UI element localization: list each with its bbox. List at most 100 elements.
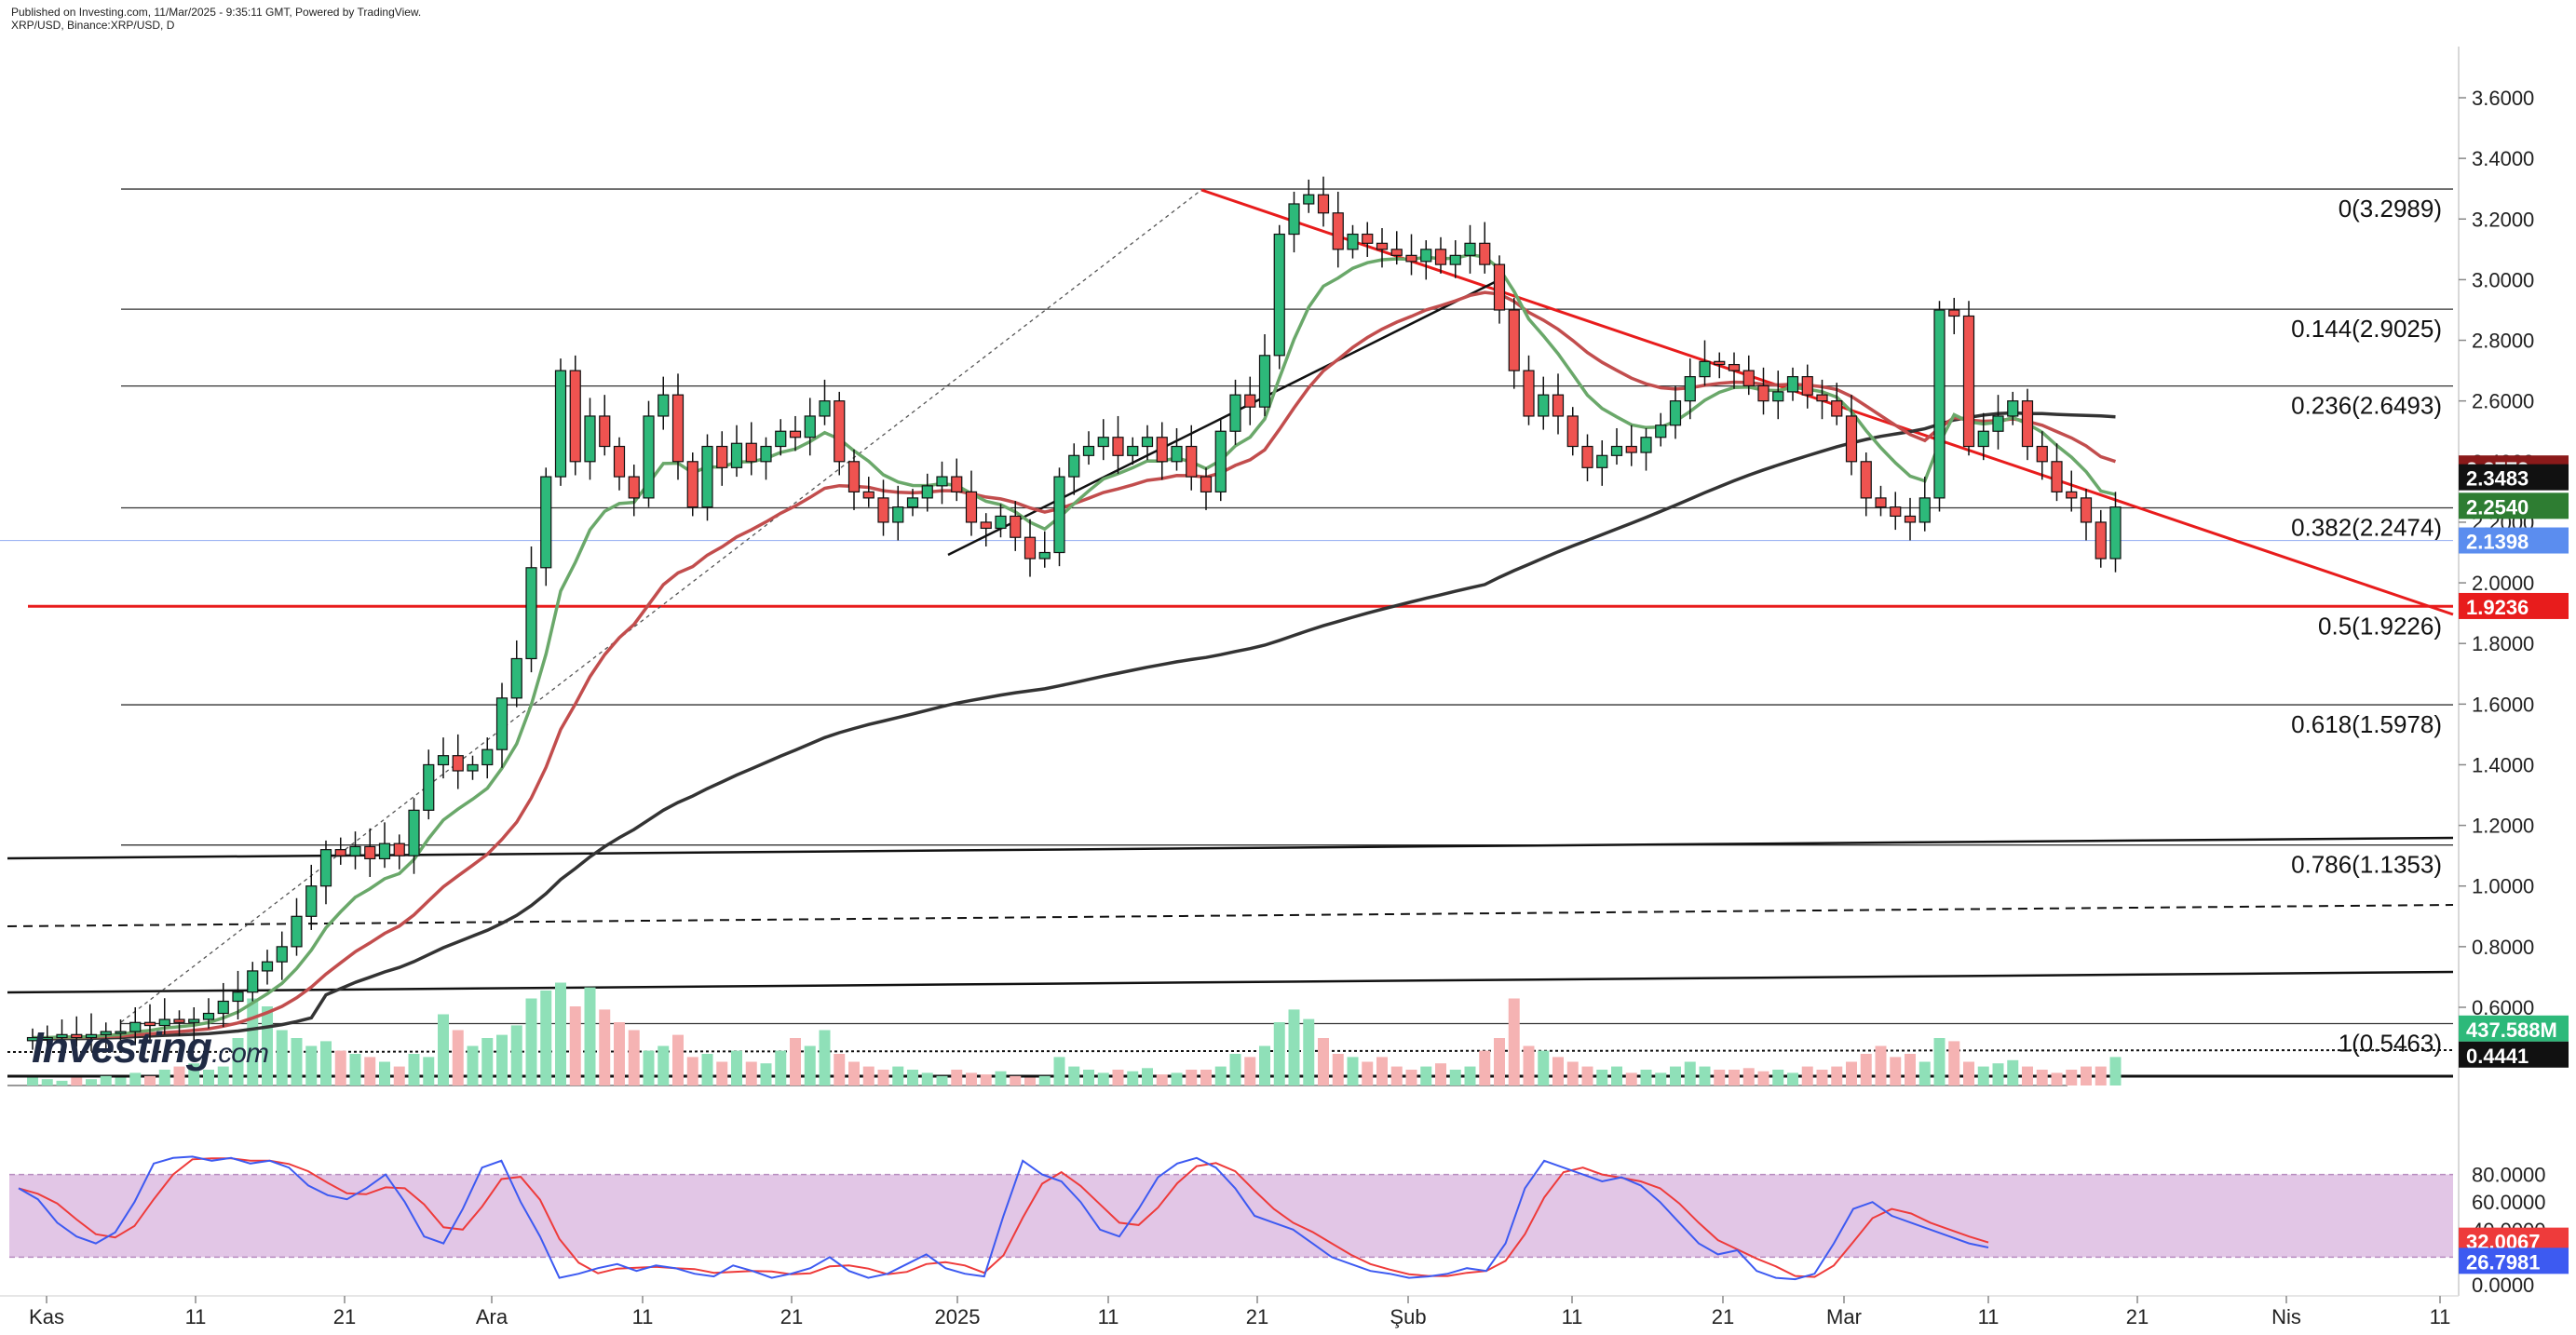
volume-bar [2109,1057,2122,1086]
bull-candle [41,1036,53,1041]
volume-bar [203,1070,214,1086]
volume-bar [1977,1066,1989,1086]
bear-candle [628,476,640,499]
volume-bar [790,1038,801,1086]
bull-candle [510,657,522,699]
volume-bar [1405,1070,1417,1086]
volume-bar [745,1061,757,1086]
volume-bar [1449,1070,1461,1086]
bull-candle [217,1000,229,1015]
bear-candle [393,843,405,856]
bull-candle [1141,437,1154,448]
volume-bar [1303,1018,1315,1086]
volume-bar [862,1066,874,1086]
volume-bar [320,1041,332,1086]
stoch-tick-label: 0.0000 [2472,1274,2534,1297]
bull-candle [481,748,494,766]
bull-candle [1640,437,1652,453]
bear-candle [1479,242,1491,265]
volume-bar [1538,1050,1550,1086]
bull-candle [643,415,655,499]
bear-candle [364,845,376,860]
volume-bar [1918,1061,1931,1086]
volume-bar [1963,1061,1974,1086]
bear-candle [1801,376,1813,396]
bull-candle [1273,233,1285,357]
volume-bar [2036,1070,2048,1086]
ascending-trendline [947,280,1496,557]
investing-logo: Investing.com [32,1023,269,1072]
bull-candle [349,845,361,856]
volume-bar [1699,1066,1711,1086]
bull-candle [1992,415,2004,432]
bear-candle [1962,315,1975,448]
price-tag [2459,464,2569,491]
bear-candle [1434,249,1447,265]
bear-candle [1112,437,1124,456]
volume-bar [1596,1070,1608,1086]
bull-candle [1772,391,1784,402]
volume-bar [71,1077,83,1086]
time-tick-label: 11 [1978,1305,2000,1328]
time-tick-label: 11 [632,1305,654,1328]
bear-candle [2036,445,2048,463]
price-tick-label: 1.6000 [2472,693,2534,716]
volume-bar [1508,998,1520,1086]
bear-candle [1332,212,1344,250]
bear-candle [1566,415,1579,448]
volume-bar [2051,1072,2063,1086]
volume-bar [1112,1070,1124,1086]
price-tick-label: 0.8000 [2472,936,2534,959]
bear-candle [2095,521,2107,560]
price-tag-label: 1.9236 [2466,596,2529,619]
time-tick-label: Ara [476,1305,508,1328]
bear-candle [847,461,861,492]
volume-bar [1010,1075,1022,1086]
bear-candle [789,430,802,438]
volume-bar [364,1057,376,1086]
bull-candle [232,991,244,1003]
volume-bar [760,1063,772,1086]
bear-candle [686,461,698,508]
volume-bar [936,1075,948,1086]
symbol-line: XRP/USD, Binance:XRP/USD, D [11,19,175,32]
volume-bar [877,1070,889,1086]
volume-bar [1581,1066,1593,1086]
price-tick-label: 3.6000 [2472,87,2534,110]
bull-candle [202,1012,215,1020]
stoch-band [9,1174,2453,1258]
volume-bar [1420,1066,1432,1086]
bear-candle [613,445,626,478]
volume-bar [995,1071,1007,1086]
volume-bar [1992,1063,2004,1086]
volume-bar [1890,1057,1902,1086]
bull-candle [319,849,332,887]
volume-bar [1875,1045,1887,1086]
volume-bar [716,1061,728,1086]
bull-candle [2007,400,2019,417]
volume-bar [1097,1072,1109,1086]
volume-bar [2081,1066,2092,1086]
volume-bar [1611,1066,1622,1086]
volume-bar [467,1045,479,1086]
volume-bar [1288,1009,1300,1086]
bull-candle [804,415,816,438]
price-tag [2459,1041,2569,1068]
volume-bar [1625,1072,1637,1086]
volume-bar [599,1009,611,1086]
volume-bar [349,1054,361,1086]
fib-level-label: 0.5(1.9226) [2318,612,2442,640]
stoch-value-tag [2459,1247,2569,1274]
bull-candle [892,506,904,523]
volume-bar [1083,1070,1094,1086]
volume-bar [1200,1070,1212,1086]
channel-line-dashed [7,904,2454,927]
volume-bar [1772,1070,1784,1086]
bull-candle [1786,376,1799,393]
volume-bar [438,1014,449,1086]
time-tick-label: 21 [2126,1305,2149,1328]
fib-level-label: 0.144(2.9025) [2291,315,2442,343]
bear-candle [1845,415,1858,463]
time-tick-label: 2025 [935,1305,981,1328]
